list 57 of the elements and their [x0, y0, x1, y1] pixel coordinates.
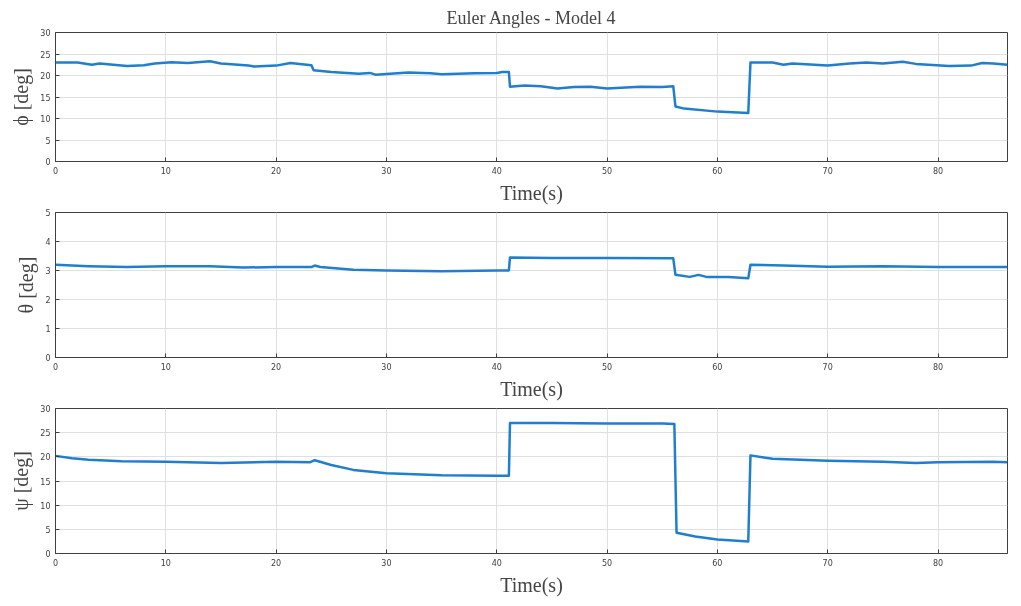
y-tick-label: 30 — [40, 29, 51, 38]
x-tick-label: 80 — [932, 166, 944, 176]
line-series — [55, 60, 1008, 115]
y-tick-label: 25 — [40, 429, 51, 439]
y-tick-label: 5 — [45, 525, 51, 535]
x-tick-label: 70 — [822, 362, 833, 372]
y-tick-label: 0 — [45, 550, 51, 559]
line-series — [55, 421, 1008, 543]
x-tick-label: 40 — [491, 166, 502, 176]
x-tick-label: 70 — [822, 166, 833, 176]
y-tick-label: 10 — [40, 115, 51, 124]
x-tick-label: 50 — [601, 558, 613, 568]
x-tick-label: 10 — [160, 166, 171, 176]
x-tick-label: 70 — [822, 558, 833, 568]
y-tick-label: 0 — [45, 158, 51, 167]
line-series — [55, 256, 1008, 280]
y-tick-label: 0 — [45, 354, 51, 363]
x-tick-label: 0 — [52, 362, 59, 372]
y-tick-label: 4 — [45, 238, 51, 247]
x-tick-label: 50 — [601, 362, 613, 372]
x-tick-label: 20 — [271, 362, 282, 372]
x-tick-label: 40 — [491, 362, 502, 372]
y-tick-label: 20 — [40, 72, 51, 81]
y-axis-title: ψ [deg] — [10, 451, 34, 511]
x-tick-label: 20 — [271, 558, 282, 568]
y-tick-label: 15 — [40, 93, 51, 103]
y-tick-label: 5 — [45, 209, 51, 218]
x-tick-label: 10 — [160, 558, 171, 568]
y-tick-label: 20 — [40, 453, 51, 463]
x-tick-label: 40 — [491, 558, 502, 568]
y-tick-label: 5 — [45, 136, 51, 146]
x-tick-label: 60 — [712, 362, 723, 372]
x-tick-label: 30 — [381, 166, 392, 176]
y-tick-label: 25 — [40, 50, 51, 60]
x-tick-label: 60 — [712, 166, 723, 176]
x-tick-label: 10 — [160, 362, 171, 372]
x-tick-label: 20 — [271, 166, 282, 176]
x-tick-label: 0 — [52, 558, 59, 568]
y-tick-label: 1 — [45, 325, 51, 334]
y-tick-label: 2 — [45, 296, 51, 305]
x-tick-label: 30 — [381, 362, 392, 372]
x-tick-label: 60 — [712, 558, 723, 568]
x-axis-title: Time(s) — [500, 377, 563, 401]
chart-title: Euler Angles - Model 4 — [446, 7, 616, 28]
x-tick-label: 0 — [52, 166, 59, 176]
y-tick-label: 10 — [40, 501, 51, 511]
x-tick-label: 30 — [381, 558, 392, 568]
x-tick-label: 50 — [601, 166, 613, 176]
x-tick-label: 80 — [932, 558, 944, 568]
y-tick-label: 15 — [40, 477, 51, 487]
x-axis-title: Time(s) — [500, 573, 563, 597]
x-axis-title: Time(s) — [500, 181, 563, 205]
x-tick-label: 80 — [932, 362, 944, 372]
y-tick-label: 3 — [45, 267, 51, 276]
y-axis-title: θ [deg] — [15, 256, 39, 314]
y-tick-label: 30 — [40, 405, 51, 414]
y-axis-title: ϕ [deg] — [10, 68, 34, 126]
